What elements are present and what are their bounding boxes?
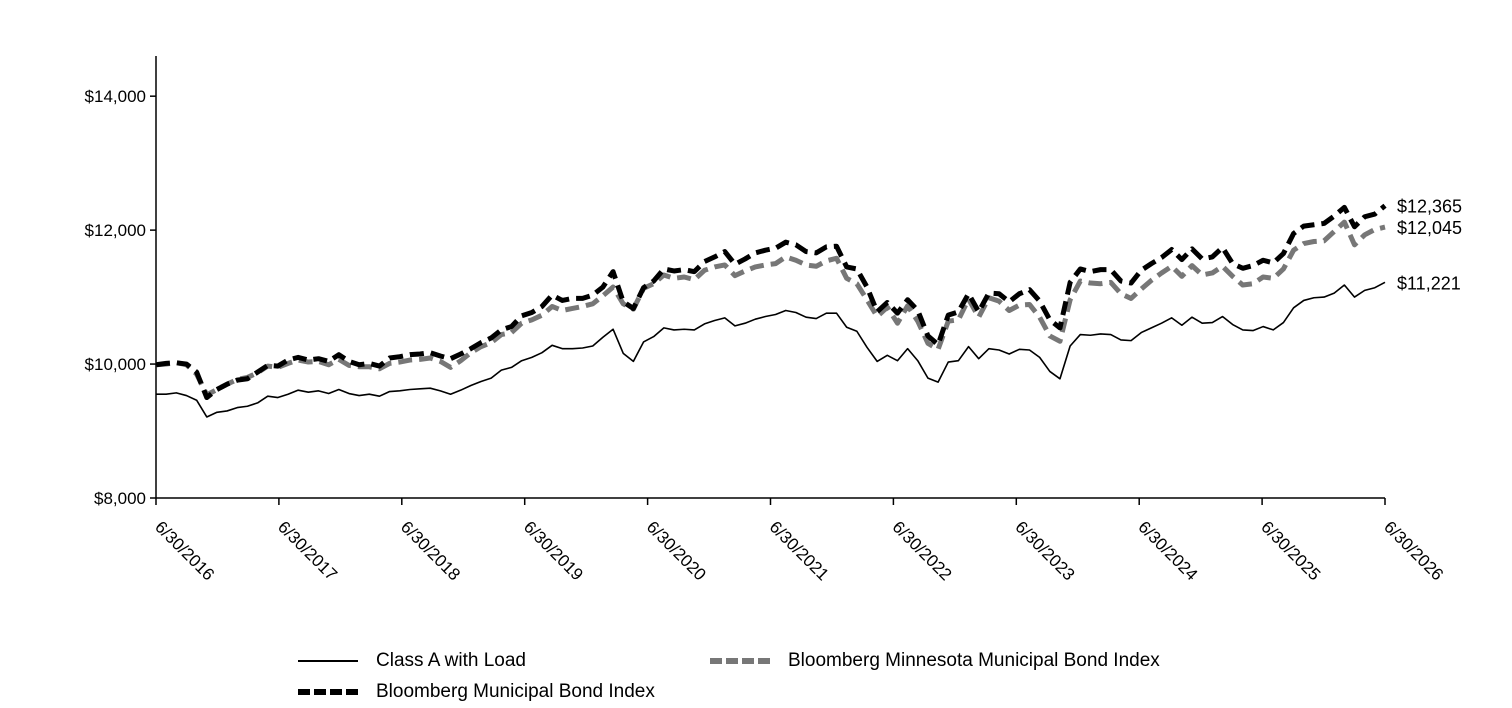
x-tick-label: 6/30/2020 bbox=[643, 517, 710, 584]
x-tick-label: 6/30/2023 bbox=[1011, 517, 1078, 584]
series-layer bbox=[155, 203, 1387, 418]
y-tick-label: $10,000 bbox=[85, 355, 146, 374]
x-tick-label: 6/30/2017 bbox=[274, 517, 341, 584]
x-tick-label: 6/30/2026 bbox=[1380, 517, 1447, 584]
x-tick-label: 6/30/2019 bbox=[520, 517, 587, 584]
x-tick-label: 6/30/2021 bbox=[766, 517, 833, 584]
y-tick-label: $14,000 bbox=[85, 87, 146, 106]
y-axis: $8,000 $10,000 $12,000 $14,000 bbox=[85, 56, 157, 508]
y-tick-label: $12,000 bbox=[85, 221, 146, 240]
x-tick-label: 6/30/2025 bbox=[1257, 517, 1324, 584]
end-label-minnesota-index: $12,045 bbox=[1397, 218, 1462, 238]
end-label-class-a: $11,221 bbox=[1397, 273, 1461, 293]
x-axis: 6/30/2016 6/30/2017 6/30/2018 6/30/2019 6/30… bbox=[151, 497, 1447, 584]
x-tick-label: 6/30/2024 bbox=[1134, 517, 1201, 584]
x-tick-label: 6/30/2022 bbox=[889, 517, 956, 584]
series-minnesota-index-line bbox=[155, 219, 1386, 398]
end-label-municipal-index: $12,365 bbox=[1397, 197, 1462, 217]
y-tick-label: $8,000 bbox=[94, 489, 146, 508]
series-class-a-line bbox=[156, 281, 1386, 418]
series-municipal-index-line bbox=[155, 203, 1387, 401]
end-labels: $11,221 $12,045$12,365 bbox=[1397, 197, 1462, 294]
x-tick-label: 6/30/2018 bbox=[397, 517, 464, 584]
x-tick-label: 6/30/2016 bbox=[151, 517, 218, 584]
